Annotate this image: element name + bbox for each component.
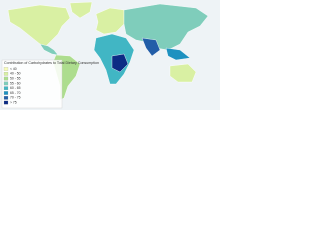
legend-swatch xyxy=(3,100,9,105)
north-america xyxy=(7,4,71,47)
legend-swatch xyxy=(3,86,9,91)
australia xyxy=(169,63,197,83)
legend-swatch xyxy=(3,91,9,95)
south-asia xyxy=(141,37,161,57)
map-view: Contribution of Carbohydrates to Total D… xyxy=(0,0,220,110)
legend-label: 40 - 50 xyxy=(10,72,21,76)
legend-label: 55 - 60 xyxy=(10,81,21,85)
legend: Contribution of Carbohydrates to Total D… xyxy=(1,59,99,109)
legend-title: Contribution of Carbohydrates to Total D… xyxy=(4,61,99,65)
legend-swatch xyxy=(3,71,9,76)
legend-label: > 75 xyxy=(10,100,17,104)
legend-label: < 40 xyxy=(10,67,17,71)
legend-box xyxy=(1,59,63,109)
legend-label: 60 - 65 xyxy=(10,86,21,90)
legend-swatch xyxy=(3,67,9,71)
legend-swatch xyxy=(3,95,9,100)
greenland xyxy=(69,1,93,19)
legend-swatch xyxy=(3,76,9,81)
europe xyxy=(95,7,125,35)
legend-swatch xyxy=(3,81,9,86)
legend-label: 65 - 70 xyxy=(10,91,21,95)
legend-label: 50 - 55 xyxy=(10,76,21,80)
legend-label: 70 - 75 xyxy=(10,96,21,100)
central-africa xyxy=(111,53,129,73)
southeast-asia xyxy=(165,47,191,61)
